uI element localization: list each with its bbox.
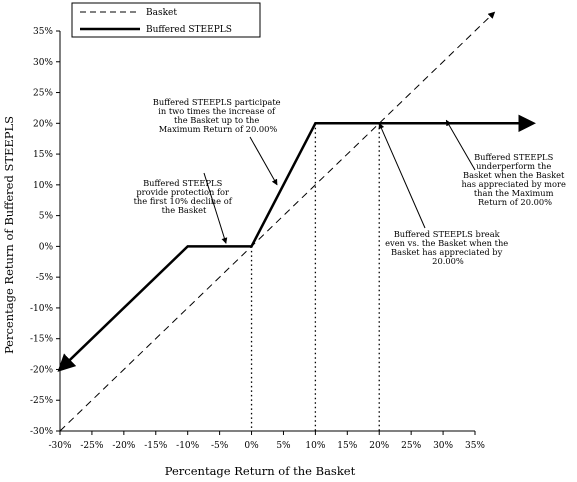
x-axis-title: Percentage Return of the Basket (165, 464, 356, 478)
legend-box (71, 2, 261, 38)
annotation-break-even-arrow (378, 122, 426, 229)
x-tick-label: -5% (211, 441, 229, 451)
x-tick-label: -10% (176, 441, 199, 451)
y-tick-label: -30% (30, 427, 53, 437)
y-tick-label: 25% (33, 89, 53, 99)
y-ticks: 35% 30% 25% 20% 15% 10% 5% 0% -5% -10% -15% -20% -25… (30, 27, 60, 437)
series-steepls-line (57, 114, 536, 372)
y-tick-label: -25% (30, 396, 53, 406)
y-tick-label: -20% (30, 365, 53, 375)
annotation-protection-arrow (203, 172, 228, 244)
annotation-underperform-arrow (445, 119, 476, 171)
y-axis-title: Percentage Return of Buffered STEEPLS (2, 116, 16, 354)
x-tick-label: 0% (244, 441, 259, 451)
y-tick-label: 0% (39, 242, 54, 252)
y-tick-label: -15% (30, 335, 53, 345)
y-tick-label: 35% (33, 27, 53, 37)
series-basket-line (59, 11, 496, 432)
legend: Basket Buffered STEEPLS (71, 2, 261, 38)
annotation-protection: Buffered STEEPLS provide protection for … (134, 178, 235, 215)
y-tick-label: 30% (33, 58, 53, 68)
x-tick-label: 15% (337, 441, 357, 451)
legend-label-basket: Basket (146, 8, 177, 18)
annotation-participate: Buffered STEEPLS participate in two time… (153, 97, 283, 134)
x-tick-label: -15% (144, 441, 167, 451)
annotation-participate-arrow (249, 136, 278, 186)
x-tick-label: 20% (369, 441, 389, 451)
reference-lines (250, 123, 380, 431)
x-tick-label: 10% (305, 441, 325, 451)
x-tick-label: 30% (433, 441, 453, 451)
annotation-underperform: Buffered STEEPLS underperform the Basket… (461, 152, 568, 207)
x-tick-label: -30% (48, 441, 71, 451)
x-ticks: -30% -25% -20% -15% -10% -5% 0% 5% 10% 15% 20% 25% 3… (48, 431, 485, 451)
y-tick-label: -10% (30, 304, 53, 314)
y-tick-label: 15% (33, 150, 53, 160)
legend-label-steepls: Buffered STEEPLS (146, 25, 232, 35)
y-tick-label: 5% (39, 212, 54, 222)
x-tick-label: -25% (80, 441, 103, 451)
x-tick-label: 5% (276, 441, 291, 451)
x-tick-label: 25% (401, 441, 421, 451)
x-tick-label: -20% (112, 441, 135, 451)
annotation-break-even: Buffered STEEPLS break even vs. the Bask… (385, 229, 511, 266)
x-tick-label: 35% (465, 441, 485, 451)
y-tick-label: -5% (36, 273, 54, 283)
y-tick-label: 10% (33, 181, 53, 191)
y-tick-label: 20% (33, 119, 53, 129)
